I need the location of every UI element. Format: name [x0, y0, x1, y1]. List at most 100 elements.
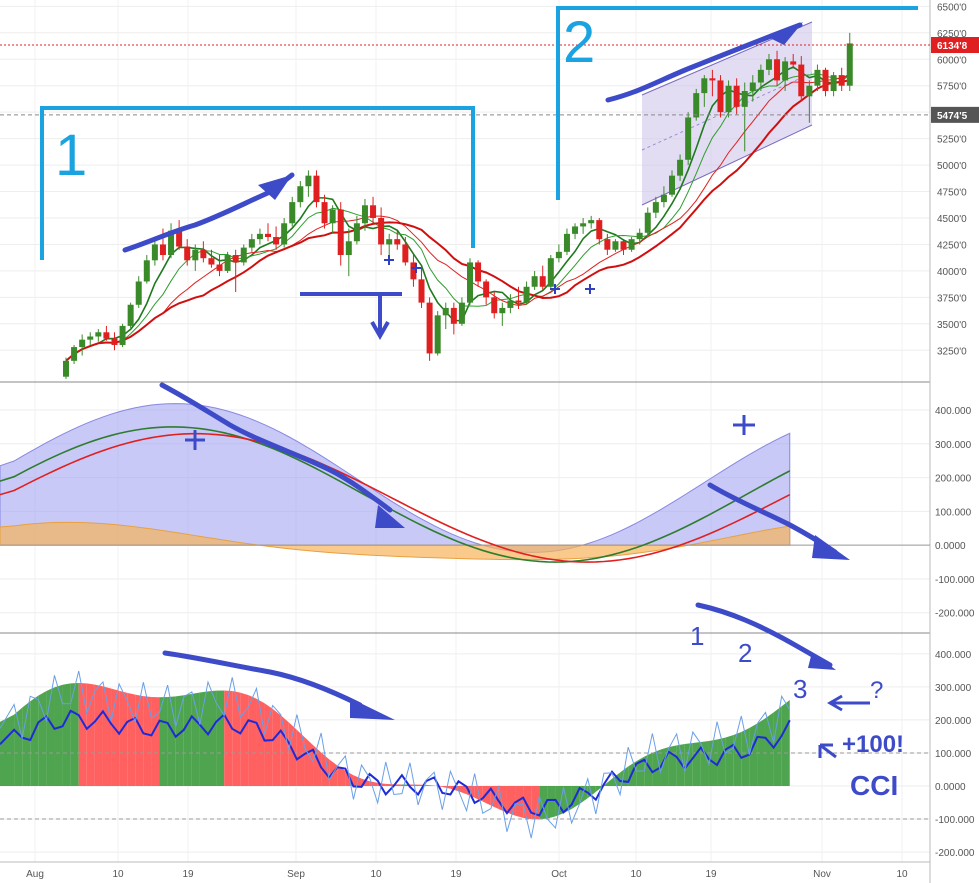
- question-arrow-head: [827, 694, 843, 712]
- moving-average-line: [65, 79, 850, 362]
- candle-body: [313, 175, 320, 203]
- candle-body: [168, 230, 175, 256]
- osc1-scribble-1: [159, 382, 393, 513]
- histogram-segment: [70, 682, 79, 786]
- candle-body: [685, 117, 692, 160]
- question-mark: ?: [870, 677, 883, 704]
- histogram-segment: [296, 729, 305, 786]
- time-tick-label: 19: [705, 869, 717, 880]
- candle-body: [119, 325, 126, 345]
- osc2-tick-label: 200.000: [935, 716, 972, 727]
- price-tick-label: 3750'0: [937, 293, 967, 304]
- candle-body: [531, 276, 538, 287]
- candle-body: [224, 255, 231, 271]
- trend-scribble-1: [122, 172, 295, 253]
- histogram-segment: [765, 712, 774, 786]
- histogram-segment: [127, 692, 136, 786]
- histogram-segment: [159, 697, 168, 786]
- candle-body: [176, 230, 183, 247]
- candle-body: [467, 262, 473, 303]
- level-tag: [931, 106, 979, 123]
- candle-body: [87, 336, 94, 340]
- time-axis: Aug 10 19 Sep 10 19 Oct 10 19 Nov 10: [26, 869, 908, 880]
- candle-body: [628, 239, 635, 250]
- histogram-segment: [523, 786, 532, 820]
- candle-body: [507, 300, 514, 308]
- candle-body: [378, 217, 385, 245]
- hand-drawn-annotations: 1 2 1 2 3 ? +100!: [40, 6, 918, 801]
- cci-line: [0, 709, 791, 817]
- candle-body: [329, 209, 336, 224]
- histogram-segment: [426, 784, 435, 786]
- time-tick-label: 10: [630, 869, 642, 880]
- time-tick-label: 10: [370, 869, 382, 880]
- arrow-head: [812, 535, 850, 560]
- histogram-segment: [725, 735, 734, 786]
- candle-body: [458, 302, 465, 324]
- histogram-segment: [46, 687, 55, 786]
- osc1-tick-label: 0.0000: [935, 541, 966, 552]
- histogram-segment: [135, 694, 144, 786]
- candle-body: [151, 244, 158, 261]
- candle-body: [232, 255, 239, 263]
- candle-body: [806, 85, 813, 97]
- cross-markers: [384, 255, 595, 294]
- candle-body: [159, 244, 166, 256]
- histogram-segment: [515, 786, 524, 818]
- last-price-label: 6134'8: [937, 41, 968, 52]
- price-tick-label: 3500'0: [937, 320, 967, 331]
- osc2-tick-label: -100.000: [935, 815, 975, 826]
- candle-body: [426, 302, 433, 354]
- histogram-segment: [717, 737, 726, 786]
- candle-body: [709, 78, 716, 81]
- histogram-segment: [30, 695, 39, 786]
- price-tick-label: 6000'0: [937, 55, 967, 66]
- candle-body: [353, 223, 360, 242]
- candle-body: [774, 59, 781, 81]
- histogram-segment: [38, 690, 47, 786]
- histogram-segment: [175, 695, 184, 786]
- time-tick-label: Aug: [26, 869, 44, 880]
- cross-marker: [185, 430, 205, 450]
- candle-body: [523, 286, 530, 303]
- candle-body: [765, 59, 772, 70]
- osc2-scribble-2: [695, 602, 833, 668]
- candle-body: [604, 239, 611, 250]
- oscillator-line: [0, 426, 791, 563]
- time-tick-label: 10: [112, 869, 124, 880]
- candle-body: [208, 258, 215, 265]
- candle-body: [281, 223, 288, 245]
- time-tick-label: Oct: [551, 869, 567, 880]
- trend-scribble-2: [605, 22, 803, 103]
- time-tick-label: 19: [450, 869, 462, 880]
- osc2-tick-label: 100.000: [935, 749, 972, 760]
- plus100-arrow: [818, 743, 837, 759]
- time-tick-label: 10: [896, 869, 908, 880]
- histogram-segment: [240, 692, 249, 786]
- candle-body: [143, 260, 150, 282]
- histogram-segment: [393, 784, 402, 786]
- label-1: 1: [55, 123, 87, 188]
- osc-label-2: 2: [738, 638, 752, 668]
- histogram-segment: [14, 707, 23, 786]
- candlesticks: [63, 32, 853, 379]
- down-arrow-head: [370, 321, 390, 341]
- candle-body: [790, 61, 797, 65]
- histogram-segment: [531, 786, 540, 820]
- candle-body: [846, 43, 853, 86]
- candle-body: [475, 262, 482, 282]
- candle-body: [725, 85, 732, 113]
- price-tick-label: 6250'0: [937, 29, 967, 40]
- candle-body: [135, 281, 142, 305]
- oscillator-line: [0, 432, 791, 563]
- candle-body: [418, 279, 425, 303]
- oscillator-2-axis: 400.000 300.000 200.000 100.000 0.0000 -100.0…: [935, 650, 975, 859]
- histogram-segment: [781, 700, 790, 786]
- histogram-segment: [612, 772, 621, 786]
- candle-body: [757, 69, 764, 83]
- histogram-segment: [288, 722, 297, 786]
- histogram-segment: [78, 682, 87, 786]
- candle-body: [822, 69, 829, 92]
- histogram-segment: [119, 690, 128, 786]
- candle-body: [644, 212, 651, 233]
